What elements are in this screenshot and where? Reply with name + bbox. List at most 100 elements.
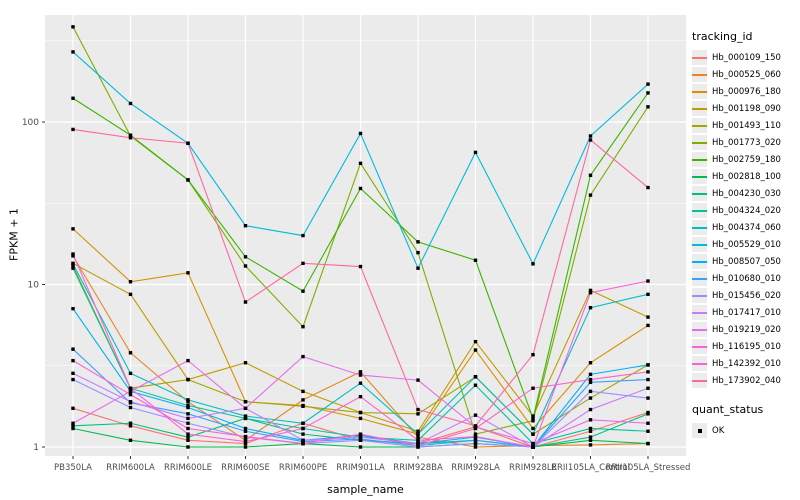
data-point bbox=[588, 389, 593, 394]
data-point bbox=[243, 400, 248, 404]
legend-key-line-icon bbox=[692, 169, 707, 184]
x-tick-label: RRIM928LE bbox=[509, 463, 557, 473]
data-point bbox=[588, 138, 593, 142]
data-point bbox=[473, 445, 478, 449]
data-point bbox=[71, 424, 75, 428]
data-point bbox=[71, 25, 75, 29]
x-tick-label: RRIM928BA bbox=[393, 463, 443, 473]
data-point bbox=[358, 394, 363, 399]
data-point bbox=[531, 426, 535, 431]
data-point bbox=[358, 161, 363, 165]
legend-key-line-icon bbox=[692, 339, 707, 354]
data-point bbox=[588, 377, 593, 382]
legend-key-line-icon bbox=[692, 356, 707, 371]
data-point bbox=[186, 178, 190, 182]
data-point bbox=[646, 363, 650, 367]
legend-tracking-id-items: Hb_000109_150 Hb_000525_060 Hb_000976_180 H… bbox=[692, 49, 798, 389]
data-point bbox=[186, 400, 190, 404]
legend-item-Hb_000525_060: Hb_000525_060 bbox=[692, 66, 798, 83]
data-point bbox=[128, 292, 133, 297]
data-point bbox=[71, 371, 75, 376]
legend-item-Hb_008507_050: Hb_008507_050 bbox=[692, 253, 798, 270]
legend-title-quant-status: quant_status bbox=[692, 403, 764, 416]
data-point bbox=[301, 261, 305, 266]
legend-item-Hb_004374_060: Hb_004374_060 bbox=[692, 219, 798, 236]
data-point bbox=[588, 134, 593, 138]
data-point bbox=[128, 389, 133, 394]
data-point bbox=[588, 443, 593, 447]
data-point bbox=[243, 416, 248, 421]
data-point bbox=[301, 324, 305, 329]
data-point bbox=[71, 127, 75, 132]
data-point bbox=[301, 354, 305, 359]
data-point bbox=[186, 435, 190, 439]
legend-key-line-icon bbox=[692, 254, 707, 269]
data-point bbox=[301, 432, 305, 436]
data-point bbox=[71, 254, 75, 258]
legend-item-label: Hb_002759_180 bbox=[712, 154, 781, 165]
data-point bbox=[588, 372, 593, 377]
data-point bbox=[588, 305, 593, 310]
data-point bbox=[531, 414, 535, 418]
data-point bbox=[588, 407, 593, 412]
legend-item-Hb_001493_110: Hb_001493_110 bbox=[692, 117, 798, 134]
data-point bbox=[358, 370, 363, 374]
legend-item-label: Hb_005529_010 bbox=[712, 239, 781, 250]
data-point bbox=[473, 413, 478, 417]
data-point bbox=[473, 258, 478, 262]
data-point bbox=[186, 438, 190, 442]
legend-item-Hb_002818_100: Hb_002818_100 bbox=[692, 168, 798, 185]
data-point bbox=[243, 439, 248, 444]
data-point bbox=[531, 419, 535, 423]
legend-item-label: Hb_000109_150 bbox=[712, 52, 781, 63]
data-point bbox=[243, 255, 248, 259]
data-point bbox=[646, 315, 650, 319]
data-point bbox=[186, 271, 190, 275]
data-point bbox=[186, 432, 190, 436]
data-point bbox=[128, 280, 133, 284]
data-point bbox=[301, 389, 305, 394]
data-point bbox=[473, 434, 478, 439]
data-point bbox=[71, 50, 75, 54]
x-tick-label: PB350LA bbox=[54, 463, 92, 473]
data-point bbox=[646, 370, 650, 374]
legend-item-label: Hb_004230_030 bbox=[712, 188, 781, 199]
legend-item-label: Hb_015456_020 bbox=[712, 290, 781, 301]
data-point bbox=[128, 392, 133, 397]
data-point bbox=[243, 441, 248, 446]
data-point bbox=[301, 289, 305, 293]
legend-item-label: OK bbox=[712, 425, 725, 436]
data-point bbox=[646, 279, 650, 283]
data-point bbox=[531, 386, 535, 390]
data-point bbox=[71, 96, 75, 100]
x-tick-label: RRIM600PE bbox=[279, 463, 327, 473]
data-point bbox=[416, 407, 420, 412]
y-tick-label: 1 bbox=[33, 443, 39, 453]
legend-item-Hb_001198_090: Hb_001198_090 bbox=[692, 100, 798, 117]
legend-key-line-icon bbox=[692, 288, 707, 303]
data-point bbox=[71, 264, 75, 268]
legend-item-label: Hb_002818_100 bbox=[712, 171, 781, 182]
data-point bbox=[588, 435, 593, 439]
data-point bbox=[71, 347, 75, 351]
data-point bbox=[128, 386, 133, 390]
data-point bbox=[473, 374, 478, 379]
data-point bbox=[186, 377, 190, 382]
data-point bbox=[71, 227, 75, 231]
legend-item-label: Hb_001198_090 bbox=[712, 103, 781, 114]
data-point bbox=[358, 416, 363, 421]
data-point bbox=[588, 361, 593, 365]
data-point bbox=[301, 233, 305, 238]
data-point bbox=[416, 432, 420, 436]
data-point bbox=[128, 351, 133, 355]
legend-key-line-icon bbox=[692, 322, 707, 337]
legend-item-quant-OK: OK bbox=[692, 422, 798, 439]
legend-item-label: Hb_000525_060 bbox=[712, 69, 781, 80]
data-point bbox=[128, 438, 133, 442]
legend-key-line-icon bbox=[692, 373, 707, 388]
data-point bbox=[301, 398, 305, 402]
data-point bbox=[186, 403, 190, 408]
data-point bbox=[473, 348, 478, 352]
legend-item-Hb_019219_020: Hb_019219_020 bbox=[692, 321, 798, 338]
